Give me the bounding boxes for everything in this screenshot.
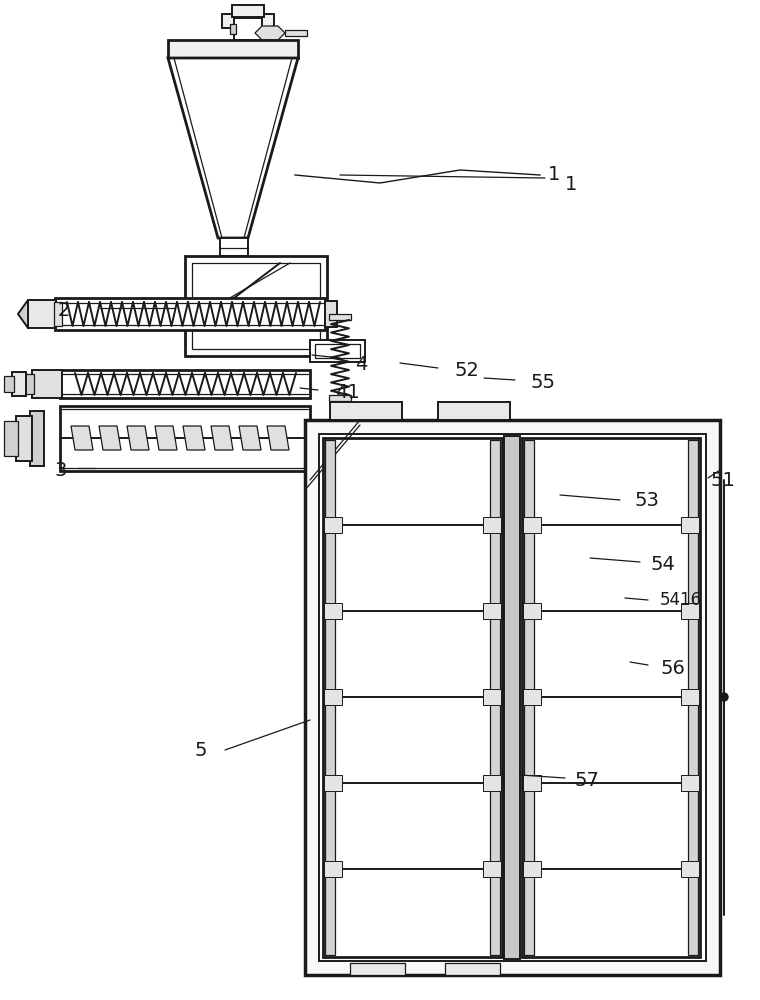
Bar [325,440,335,955]
Bar [681,689,699,705]
Polygon shape [239,426,261,450]
Bar [30,411,44,466]
Bar [483,689,501,705]
Bar [330,402,402,420]
Polygon shape [71,426,93,450]
Text: 56: 56 [660,658,685,678]
Text: 4: 4 [355,356,367,374]
Bar [681,775,699,791]
Bar [310,340,365,362]
Bar [222,14,274,28]
Text: 54: 54 [650,556,675,574]
Bar [524,440,534,955]
Bar [681,517,699,533]
Bar [350,963,405,975]
Bar [523,775,541,791]
Bar [483,603,501,619]
Bar [28,300,56,328]
Text: 5416: 5416 [660,591,702,609]
Bar [483,517,501,533]
Bar [681,603,699,619]
Bar [483,861,501,877]
Bar [681,861,699,877]
Bar [324,603,342,619]
Text: 53: 53 [635,490,660,510]
Text: 2: 2 [58,300,71,320]
Polygon shape [211,426,233,450]
Bar [234,18,262,40]
Text: 55: 55 [530,372,555,391]
Bar [688,440,698,955]
Bar [22,374,34,394]
Bar [16,416,32,461]
Bar [319,434,706,961]
Bar [168,40,298,58]
Bar [60,370,310,398]
Bar [445,963,500,975]
Bar [285,30,307,36]
Text: 5: 5 [195,740,207,760]
Bar [315,344,360,358]
Polygon shape [255,26,285,40]
Bar [32,370,62,398]
Bar [523,517,541,533]
Bar [324,517,342,533]
Text: 51: 51 [710,471,735,489]
Text: 3: 3 [55,460,68,480]
Bar [232,5,264,17]
Bar [230,24,236,34]
Bar [55,298,325,330]
Bar [324,775,342,791]
Bar [192,263,320,349]
Bar [523,603,541,619]
Bar [522,438,700,957]
Bar [220,238,248,256]
Bar [305,420,720,975]
Bar [329,395,351,401]
Bar [185,256,327,356]
Bar [4,421,18,456]
Text: 1: 1 [548,165,560,184]
Polygon shape [155,426,177,450]
Bar [60,406,310,471]
Bar [523,689,541,705]
Bar [323,438,502,957]
Bar [438,402,510,420]
Polygon shape [99,426,121,450]
Polygon shape [18,300,28,328]
Bar [329,314,351,320]
Polygon shape [267,426,289,450]
Text: 52: 52 [455,360,480,379]
Bar [324,689,342,705]
Bar [483,775,501,791]
Bar [324,861,342,877]
Text: 41: 41 [335,383,359,402]
Polygon shape [168,58,298,238]
Text: 57: 57 [575,770,600,790]
Bar [325,301,337,327]
Circle shape [720,693,728,701]
Bar [504,436,520,959]
Polygon shape [183,426,205,450]
Bar [54,302,62,326]
Bar [490,440,500,955]
Bar [4,376,14,392]
Polygon shape [127,426,149,450]
Text: 1: 1 [565,176,578,194]
Bar [12,372,26,396]
Bar [523,861,541,877]
